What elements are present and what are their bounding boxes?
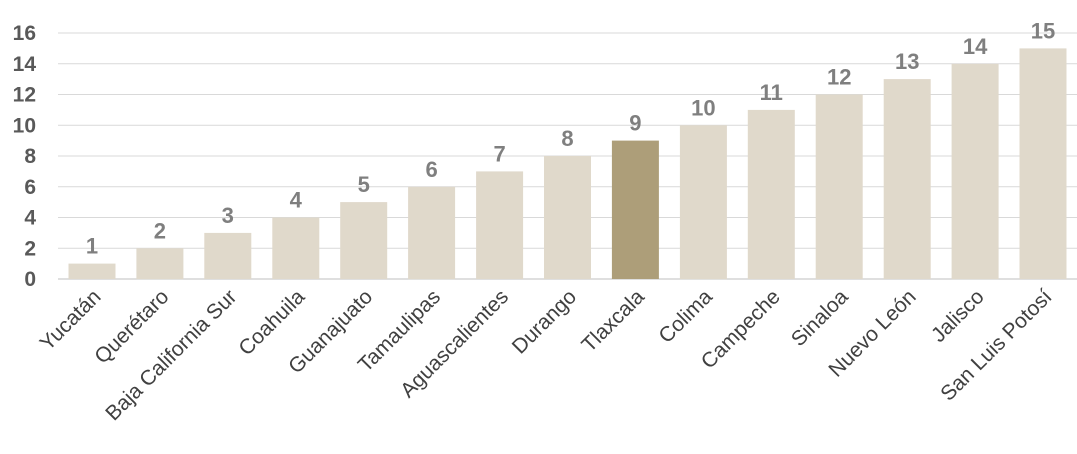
x-tick-label: Sinaloa bbox=[787, 285, 853, 351]
y-axis-ticks: 0 2 4 6 8 10 12 14 16 bbox=[13, 22, 37, 291]
y-tick-label: 2 bbox=[24, 237, 36, 260]
data-label: 4 bbox=[290, 188, 303, 213]
bar bbox=[340, 202, 388, 279]
y-tick-label: 14 bbox=[13, 53, 37, 76]
y-tick-label: 6 bbox=[24, 176, 36, 199]
y-tick-label: 4 bbox=[24, 207, 36, 230]
bar bbox=[951, 63, 999, 280]
x-tick-label: Baja California Sur bbox=[101, 285, 241, 425]
x-tick-label: Yucatán bbox=[36, 285, 106, 355]
y-tick-label: 12 bbox=[13, 84, 36, 107]
bar bbox=[476, 171, 524, 279]
y-tick-label: 8 bbox=[24, 145, 36, 168]
data-label: 12 bbox=[827, 65, 851, 90]
x-tick-label: Jalisco bbox=[927, 285, 989, 347]
y-tick-label: 16 bbox=[13, 22, 36, 45]
data-label: 2 bbox=[154, 218, 166, 243]
data-label: 10 bbox=[691, 95, 715, 120]
bar bbox=[544, 156, 591, 279]
data-label: 11 bbox=[760, 80, 783, 105]
data-label: 5 bbox=[358, 172, 370, 197]
bar bbox=[408, 186, 456, 280]
y-tick-label: 0 bbox=[24, 268, 36, 291]
bar bbox=[679, 125, 727, 280]
data-label: 13 bbox=[895, 49, 919, 74]
bar bbox=[204, 232, 252, 279]
data-label: 9 bbox=[629, 111, 641, 136]
data-label: 8 bbox=[561, 126, 573, 151]
bar bbox=[68, 263, 116, 279]
bar bbox=[272, 217, 320, 279]
bars bbox=[68, 48, 1067, 280]
data-label: 7 bbox=[493, 141, 505, 166]
data-label: 1 bbox=[86, 234, 98, 259]
bar bbox=[747, 109, 795, 280]
data-label: 3 bbox=[222, 203, 234, 228]
bar bbox=[1019, 48, 1067, 280]
x-tick-label: Colima bbox=[654, 285, 717, 348]
bar bbox=[611, 140, 659, 279]
bar bbox=[883, 79, 931, 279]
bar bbox=[815, 94, 863, 279]
y-tick-label: 10 bbox=[13, 114, 36, 137]
data-label: 15 bbox=[1031, 18, 1055, 43]
data-label: 14 bbox=[963, 34, 988, 59]
x-tick-label: Durango bbox=[508, 285, 581, 358]
x-tick-label: Tlaxcala bbox=[577, 285, 649, 357]
bar bbox=[136, 248, 184, 280]
data-label: 6 bbox=[425, 157, 437, 182]
